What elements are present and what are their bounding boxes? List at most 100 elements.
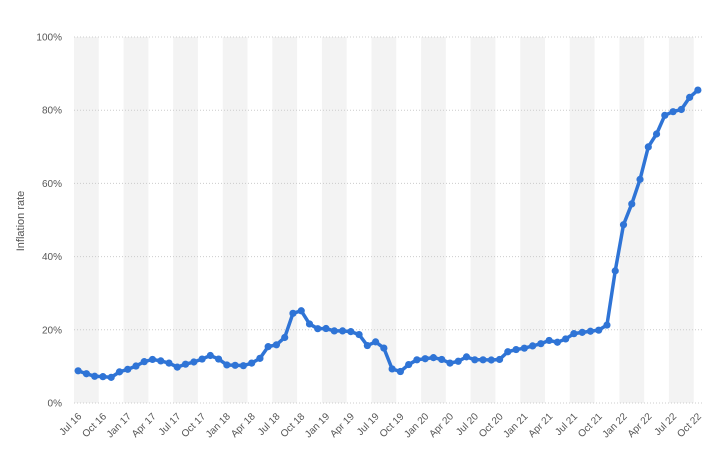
- y-axis-title: Inflation rate: [15, 191, 27, 252]
- x-tick-label: Apr 22: [626, 411, 655, 440]
- data-point[interactable]: [223, 361, 231, 369]
- x-tick-label: Jul 18: [256, 411, 283, 438]
- data-point[interactable]: [644, 143, 652, 151]
- data-point[interactable]: [305, 320, 314, 328]
- data-point[interactable]: [446, 359, 454, 367]
- data-point[interactable]: [256, 354, 264, 362]
- x-tick-label: Jul 21: [553, 411, 580, 438]
- data-point[interactable]: [107, 373, 115, 381]
- data-point[interactable]: [396, 367, 404, 376]
- data-point[interactable]: [413, 356, 421, 364]
- data-point[interactable]: [115, 368, 124, 376]
- x-tick-label: Apr 21: [527, 411, 556, 440]
- data-point[interactable]: [264, 343, 272, 351]
- x-tick-label: Jan 21: [501, 411, 530, 440]
- data-point[interactable]: [636, 175, 644, 183]
- data-point[interactable]: [529, 342, 537, 350]
- data-point[interactable]: [537, 340, 545, 348]
- y-tick-label: 60%: [42, 179, 62, 190]
- data-point[interactable]: [173, 363, 181, 371]
- data-point[interactable]: [462, 353, 471, 361]
- data-point[interactable]: [677, 105, 685, 114]
- quarter-band: [222, 37, 248, 403]
- data-point[interactable]: [454, 357, 462, 365]
- data-point[interactable]: [586, 327, 595, 335]
- data-point[interactable]: [479, 356, 487, 364]
- data-point[interactable]: [314, 325, 322, 333]
- data-point[interactable]: [297, 307, 305, 315]
- x-tick-label: Jan 20: [402, 411, 431, 440]
- data-point[interactable]: [140, 358, 148, 366]
- data-point[interactable]: [628, 200, 636, 208]
- data-point[interactable]: [124, 365, 132, 373]
- y-tick-label: 0%: [48, 399, 63, 410]
- data-point[interactable]: [181, 360, 190, 368]
- data-point[interactable]: [91, 372, 99, 380]
- data-point[interactable]: [429, 354, 438, 362]
- data-point[interactable]: [330, 327, 338, 335]
- data-point[interactable]: [322, 324, 330, 333]
- background-bands: [74, 37, 694, 403]
- data-point[interactable]: [148, 355, 157, 364]
- x-tick-label: Jan 19: [303, 411, 332, 440]
- data-point[interactable]: [347, 328, 355, 336]
- data-point[interactable]: [603, 321, 611, 329]
- data-point[interactable]: [380, 344, 388, 352]
- x-tick-label: Apr 19: [328, 411, 357, 440]
- data-point[interactable]: [504, 348, 512, 356]
- data-point[interactable]: [157, 357, 165, 365]
- data-point[interactable]: [99, 373, 107, 381]
- x-tick-label: Oct 17: [180, 411, 209, 440]
- data-point[interactable]: [231, 361, 239, 369]
- y-tick-label: 20%: [42, 325, 62, 336]
- data-point[interactable]: [495, 355, 504, 364]
- data-point[interactable]: [487, 356, 495, 364]
- data-point[interactable]: [471, 356, 479, 364]
- data-point[interactable]: [652, 130, 661, 138]
- series-line: [76, 88, 700, 380]
- data-point[interactable]: [553, 338, 561, 346]
- data-point[interactable]: [611, 267, 619, 275]
- y-tick-label: 40%: [42, 252, 62, 263]
- data-point[interactable]: [562, 335, 570, 343]
- data-point[interactable]: [248, 359, 256, 367]
- data-point[interactable]: [206, 351, 214, 360]
- data-point[interactable]: [661, 111, 669, 119]
- data-point[interactable]: [272, 341, 281, 349]
- data-point[interactable]: [694, 86, 702, 94]
- data-point[interactable]: [438, 355, 446, 364]
- data-point[interactable]: [570, 330, 578, 338]
- data-point[interactable]: [619, 221, 628, 229]
- x-tick-label: Oct 20: [477, 411, 506, 440]
- x-tick-label: Jan 22: [601, 411, 630, 440]
- data-point[interactable]: [198, 355, 206, 363]
- quarter-band: [421, 37, 446, 403]
- quarter-band: [569, 37, 595, 403]
- data-point[interactable]: [372, 338, 380, 346]
- data-point[interactable]: [82, 370, 90, 378]
- data-point[interactable]: [165, 359, 173, 367]
- data-point[interactable]: [363, 341, 371, 350]
- data-point[interactable]: [190, 358, 198, 366]
- data-point[interactable]: [74, 367, 82, 375]
- data-point[interactable]: [338, 327, 347, 335]
- data-point[interactable]: [239, 362, 247, 370]
- data-point[interactable]: [545, 336, 553, 345]
- data-point[interactable]: [281, 333, 289, 342]
- data-point[interactable]: [512, 345, 520, 354]
- data-point[interactable]: [132, 362, 140, 370]
- data-point[interactable]: [520, 344, 528, 352]
- data-point[interactable]: [421, 355, 429, 363]
- data-point[interactable]: [595, 326, 603, 334]
- data-point[interactable]: [405, 360, 413, 369]
- data-point[interactable]: [669, 108, 677, 116]
- data-point[interactable]: [578, 328, 586, 336]
- data-point[interactable]: [289, 309, 297, 317]
- x-tick-label: Jul 16: [58, 411, 85, 438]
- data-point[interactable]: [355, 330, 363, 339]
- data-point[interactable]: [686, 93, 694, 101]
- data-point[interactable]: [215, 355, 223, 363]
- data-point[interactable]: [388, 365, 396, 373]
